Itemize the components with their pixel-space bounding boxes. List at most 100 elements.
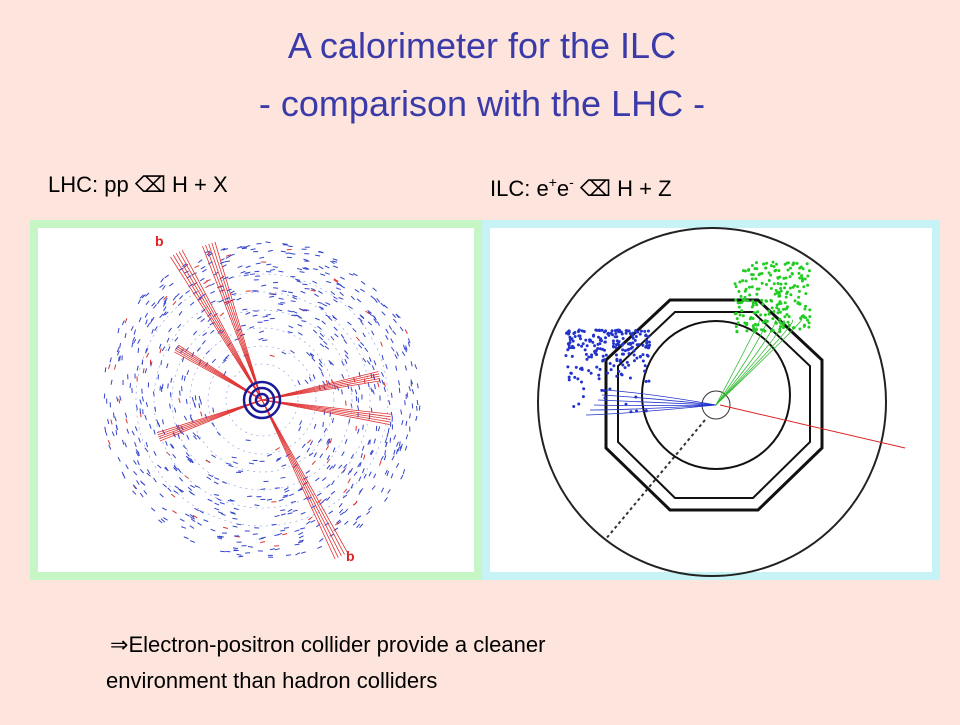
hit: [808, 315, 811, 318]
hit: [764, 267, 767, 270]
hit: [798, 303, 801, 306]
hit: [804, 305, 807, 308]
hit: [779, 287, 782, 290]
hit: [586, 344, 589, 347]
hit: [399, 441, 400, 446]
hit: [797, 296, 800, 299]
hit: [770, 287, 773, 290]
hit: [779, 283, 782, 286]
hit: [755, 267, 758, 270]
hit: [772, 310, 775, 313]
hit: [789, 287, 792, 290]
hit: [738, 306, 741, 309]
hit: [599, 368, 602, 371]
hit: [621, 373, 624, 376]
hit: [621, 344, 624, 347]
hit: [587, 369, 590, 372]
hit: [582, 342, 585, 345]
hit: [751, 300, 754, 303]
hit: [765, 300, 768, 303]
hit: [801, 279, 804, 282]
hit: [186, 399, 187, 404]
hit: [599, 339, 602, 342]
hit: [589, 339, 592, 342]
hit: [627, 364, 630, 367]
hit: [755, 293, 758, 296]
hit: [737, 290, 740, 293]
hit: [647, 380, 650, 383]
hit: [617, 370, 620, 373]
hit: [743, 322, 746, 325]
hit: [646, 354, 649, 357]
hit: [603, 330, 606, 333]
hit: [773, 282, 776, 285]
hit: [751, 264, 754, 267]
hit: [747, 269, 750, 272]
hit: [284, 528, 289, 529]
hit: [647, 329, 650, 332]
hit: [577, 334, 580, 337]
hit: [600, 389, 603, 392]
hit: [734, 282, 737, 285]
hit: [636, 343, 639, 346]
title-line: A calorimeter for the ILC: [288, 25, 676, 66]
hit: [612, 342, 615, 345]
hit: [803, 315, 806, 318]
hit: [760, 272, 763, 275]
hit: [286, 555, 291, 556]
hit: [622, 337, 625, 340]
label-superscript: +: [549, 174, 557, 190]
hit: [168, 383, 169, 388]
hit: [581, 329, 584, 332]
hit: [785, 276, 788, 279]
hit: [612, 364, 615, 367]
hit: [571, 355, 574, 358]
hit: [595, 349, 598, 352]
hit: [772, 261, 775, 264]
hit: [777, 269, 780, 272]
ilc-label: ILC: e+e- ⌫ H + Z: [490, 174, 672, 201]
hit: [779, 300, 782, 303]
hit: [786, 313, 789, 316]
hit: [771, 306, 774, 309]
bullet-line: environment than hadron colliders: [106, 668, 437, 693]
hit: [643, 370, 646, 373]
hit: [615, 353, 618, 356]
hit: [602, 355, 605, 358]
hit: [573, 376, 576, 379]
hit: [232, 518, 237, 519]
hit: [797, 272, 800, 275]
hit: [604, 397, 607, 400]
hit: [744, 298, 747, 301]
jet-label: b: [155, 233, 164, 249]
hit: [263, 316, 268, 317]
hit: [635, 357, 638, 360]
hit: [264, 320, 269, 321]
hit: [752, 326, 755, 329]
hit: [628, 330, 631, 333]
hit: [590, 353, 593, 356]
hit: [778, 292, 781, 295]
hit: [628, 352, 631, 355]
hit: [604, 336, 607, 339]
hit: [751, 277, 754, 280]
hit: [735, 285, 738, 288]
hit: [786, 291, 789, 294]
hit: [624, 349, 627, 352]
label-part: e: [557, 176, 569, 201]
hit: [615, 359, 618, 362]
hit: [568, 341, 571, 344]
hit: [566, 365, 569, 368]
hit: [787, 268, 790, 271]
hit: [605, 354, 608, 357]
hit: [775, 289, 778, 292]
hit: [629, 342, 632, 345]
hit: [641, 344, 644, 347]
hit: [800, 274, 803, 277]
hit: [593, 344, 596, 347]
hit: [802, 285, 805, 288]
hit: [595, 366, 598, 369]
hit: [390, 438, 391, 443]
hit: [566, 330, 569, 333]
